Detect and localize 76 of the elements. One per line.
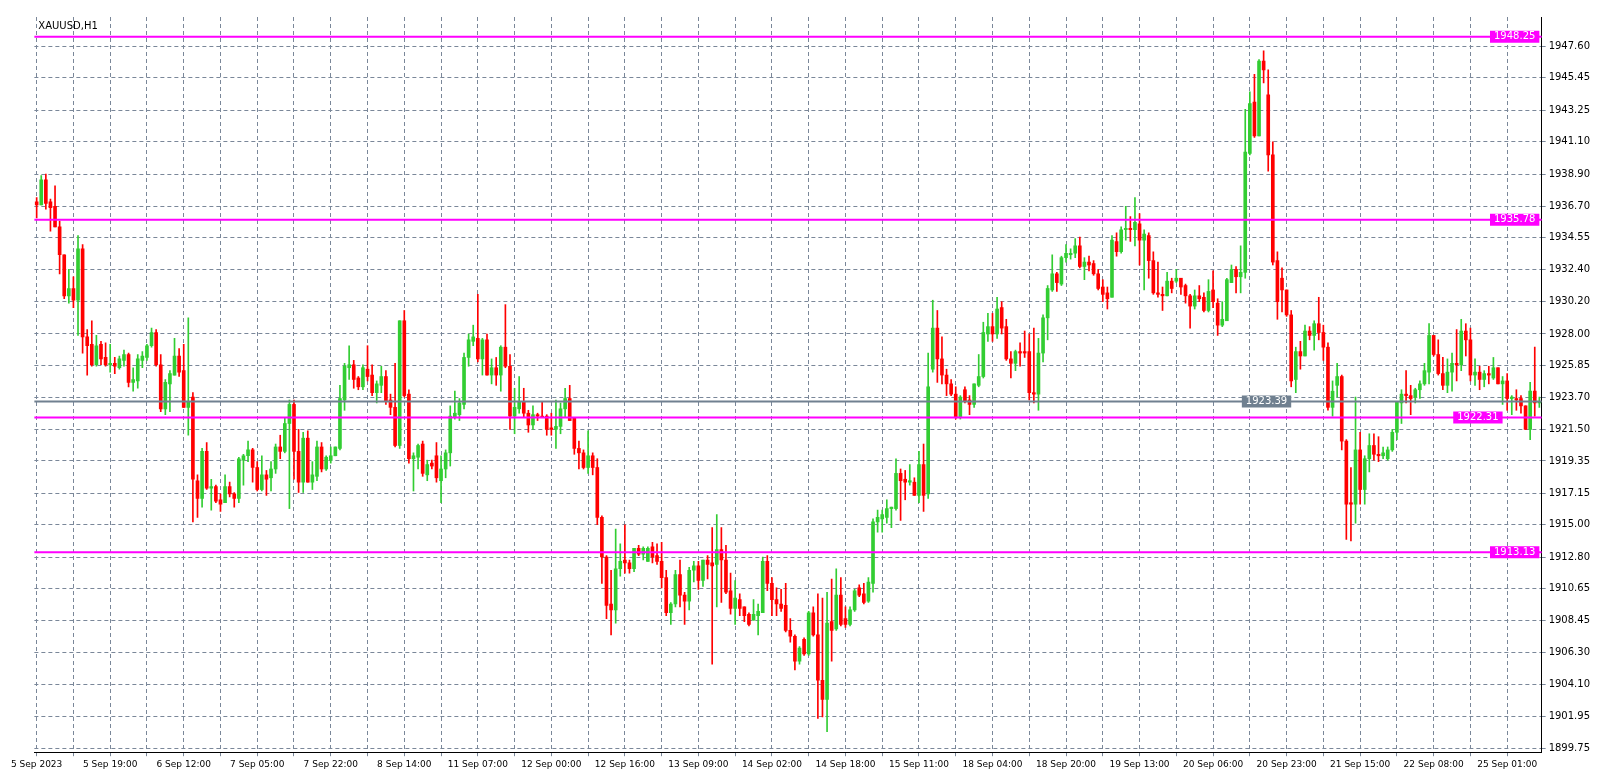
candlestick (710, 527, 715, 665)
x-tick-label: 12 Sep 00:00 (521, 758, 582, 769)
x-tick-label: 15 Sep 11:00 (888, 758, 950, 769)
x-tick-label: 22 Sep 08:00 (1403, 758, 1464, 769)
candlestick (108, 343, 113, 373)
y-tick-label: 1932.40 (1548, 263, 1591, 274)
candlestick (209, 478, 214, 511)
ref-line-label: 1948.25 (1494, 30, 1536, 42)
x-tick-label: 8 Sep 14:00 (377, 758, 432, 769)
ref-line-label: 1922.31 (1457, 411, 1499, 423)
x-tick-label: 18 Sep 20:00 (1035, 758, 1097, 769)
candlestick (1133, 197, 1137, 247)
x-tick-label: 5 Sep 2023 (10, 758, 63, 769)
candlestick (714, 514, 719, 608)
y-tick-label: 1899.75 (1548, 742, 1591, 754)
ref-line-label: 1935.78 (1494, 213, 1536, 225)
y-tick-label: 1925.85 (1548, 359, 1591, 371)
candlestick (85, 329, 90, 376)
y-tick-label: 1938.90 (1548, 167, 1591, 179)
y-tick-label: 1934.55 (1548, 231, 1591, 243)
y-tick-label: 1901.95 (1548, 709, 1591, 721)
y-tick-label: 1923.70 (1548, 390, 1591, 402)
candlestick (1009, 351, 1013, 379)
y-tick-label: 1945.45 (1548, 71, 1591, 83)
candlestick (1156, 261, 1160, 298)
x-tick-label: 6 Sep 12:00 (156, 758, 212, 769)
candlestick (1142, 229, 1146, 291)
x-tick-label: 7 Sep 22:00 (303, 758, 359, 769)
y-tick-label: 1919.35 (1548, 454, 1591, 466)
candlestick (1408, 385, 1413, 416)
candlestick (1473, 358, 1477, 386)
x-tick-label: 7 Sep 05:00 (230, 758, 285, 769)
x-tick-label: 12 Sep 16:00 (594, 758, 656, 769)
y-tick-label: 1917.15 (1548, 486, 1591, 498)
candlestick (67, 269, 71, 304)
ref-line-label: 1913.13 (1494, 545, 1536, 557)
candlestick (278, 434, 283, 460)
y-tick-label: 1904.10 (1548, 678, 1591, 690)
x-tick-label: 20 Sep 23:00 (1256, 758, 1317, 769)
x-tick-label: 25 Sep 01:00 (1477, 758, 1538, 769)
candlestick (112, 357, 117, 374)
x-tick-label: 21 Sep 15:00 (1330, 758, 1391, 769)
y-tick-label: 1915.00 (1548, 518, 1591, 530)
x-tick-label: 18 Sep 04:00 (962, 758, 1023, 769)
candlestick (1174, 269, 1179, 283)
y-tick-label: 1941.10 (1548, 135, 1591, 147)
candlestick (1486, 365, 1491, 385)
y-tick-label: 1930.20 (1548, 295, 1591, 307)
candlestick (1450, 352, 1454, 392)
y-tick-label: 1921.50 (1548, 422, 1591, 434)
x-tick-label: 13 Sep 09:00 (668, 758, 729, 769)
x-tick-label: 14 Sep 18:00 (815, 758, 876, 769)
candlestick (554, 399, 558, 449)
candlestick (907, 464, 912, 486)
candlestick (903, 470, 908, 501)
y-tick-label: 1947.60 (1548, 39, 1591, 51)
x-tick-label: 19 Sep 13:00 (1109, 758, 1170, 769)
candlestick (1087, 255, 1091, 272)
candlestick (1509, 395, 1514, 416)
x-tick-label: 11 Sep 07:00 (447, 758, 509, 769)
ref-line-label: 1923.39 (1245, 395, 1288, 407)
y-tick-label: 1910.65 (1548, 582, 1591, 594)
candlestick (623, 524, 627, 574)
y-tick-label: 1943.25 (1548, 103, 1591, 115)
x-tick-label: 20 Sep 06:00 (1183, 758, 1244, 769)
y-tick-label: 1908.45 (1548, 614, 1591, 626)
y-tick-label: 1912.80 (1548, 550, 1591, 562)
x-tick-label: 14 Sep 02:00 (741, 758, 803, 769)
chart-title: XAUUSD,H1 (38, 19, 98, 31)
y-tick-label: 1906.30 (1548, 646, 1591, 658)
candlestick (733, 580, 737, 625)
candlestick (1018, 342, 1022, 367)
x-tick-label: 5 Sep 19:00 (83, 758, 138, 769)
y-tick-label: 1928.00 (1548, 327, 1591, 339)
y-tick-label: 1936.70 (1548, 199, 1591, 211)
candlestick (439, 455, 443, 504)
